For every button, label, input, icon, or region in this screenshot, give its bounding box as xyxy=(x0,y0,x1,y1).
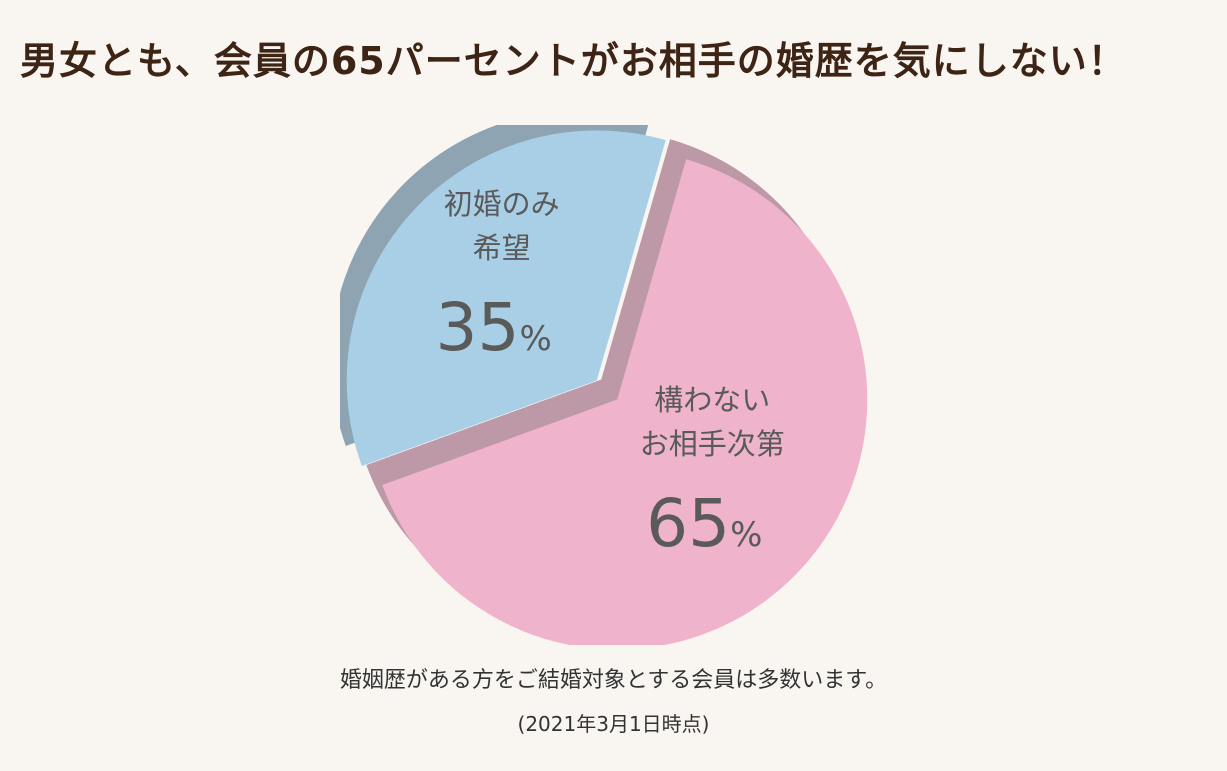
slice-label-line: 初婚のみ xyxy=(444,187,560,221)
pie-slice-0 xyxy=(346,130,666,466)
pie-chart: 初婚のみ希望 35% 構わないお相手次第 65% xyxy=(340,125,868,645)
slice-label-1: 構わないお相手次第 65% xyxy=(640,383,785,562)
slice-value: 65 xyxy=(646,485,730,562)
slice-value: 35 xyxy=(436,289,520,366)
date-note: (2021年3月1日時点) xyxy=(517,712,710,736)
pie-slices xyxy=(340,125,868,645)
slice-label-0: 初婚のみ希望 35% xyxy=(436,187,560,366)
pie-slice-1 xyxy=(382,159,868,645)
slice-unit: % xyxy=(520,319,552,359)
slice-label-line: 希望 xyxy=(473,231,531,265)
slice-unit: % xyxy=(730,515,762,555)
page-title: 男女とも、会員の65パーセントがお相手の婚歴を気にしない！ xyxy=(20,39,1127,83)
slice-label-line: 構わない xyxy=(654,383,770,417)
slice-label-line: お相手次第 xyxy=(640,427,785,461)
pie-labels: 初婚のみ希望 35% 構わないお相手次第 65% xyxy=(436,187,785,562)
caption: 婚姻歴がある方をご結婚対象とする会員は多数います。 xyxy=(339,668,888,693)
